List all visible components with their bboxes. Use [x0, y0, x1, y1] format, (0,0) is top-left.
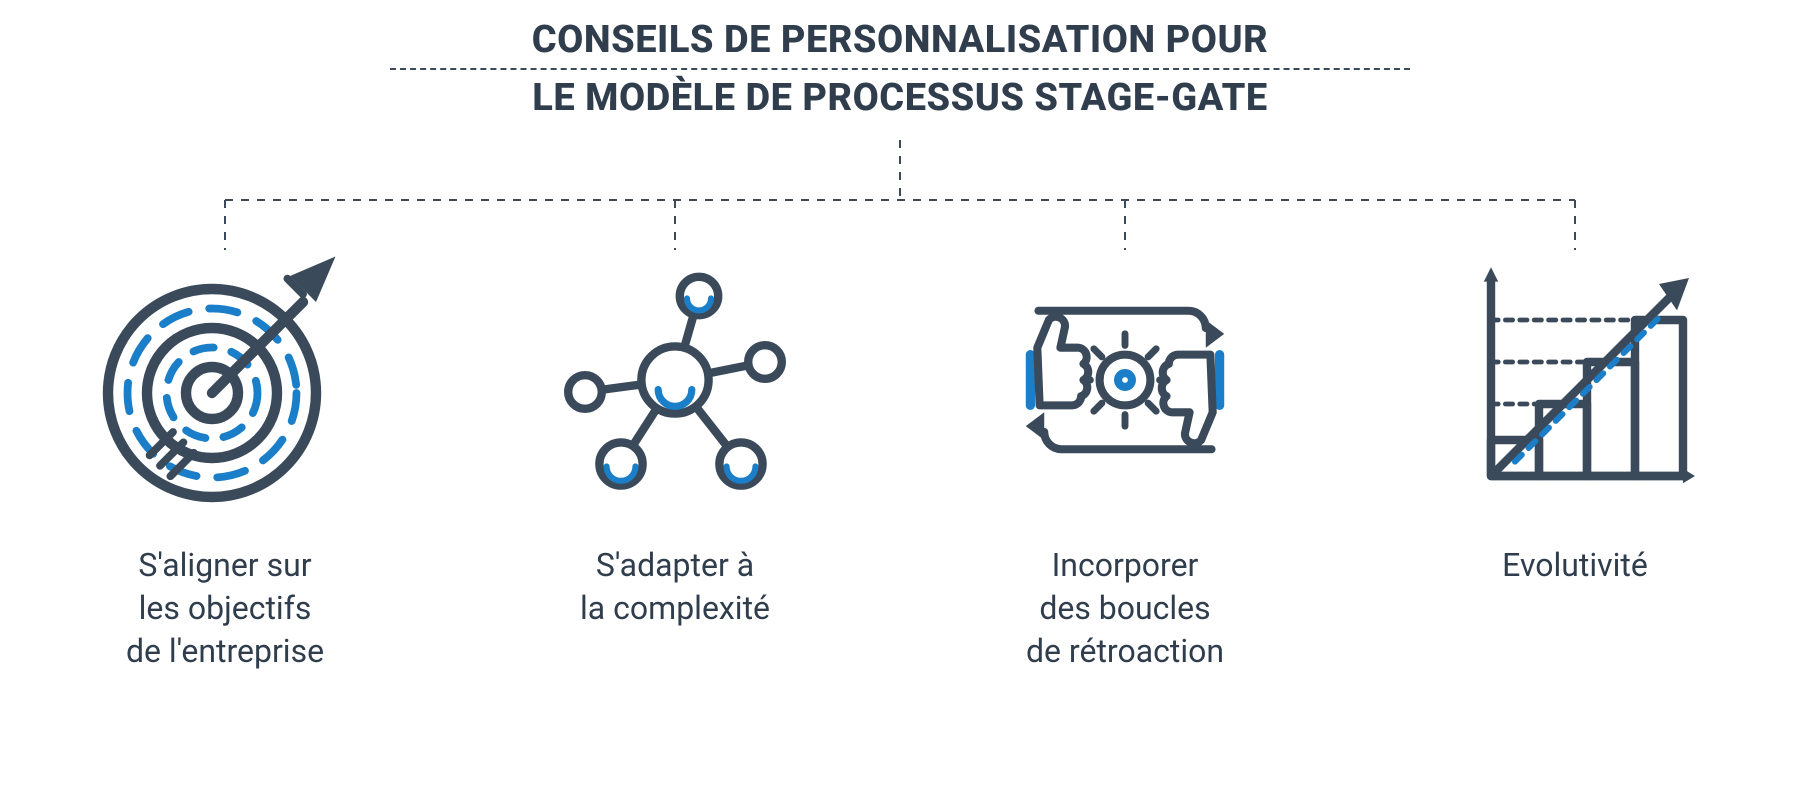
- item-align-goals: S'aligner sur les objectifs de l'entrepr…: [35, 230, 415, 674]
- items-row: S'aligner sur les objectifs de l'entrepr…: [0, 230, 1800, 674]
- item-label: S'aligner sur les objectifs de l'entrepr…: [126, 544, 324, 674]
- item-label: Incorporer des boucles de rétroaction: [1026, 544, 1224, 674]
- title-block: CONSEILS DE PERSONNALISATION POUR LE MOD…: [390, 18, 1410, 120]
- item-feedback-loops: Incorporer des boucles de rétroaction: [935, 230, 1315, 674]
- title-divider: [390, 68, 1410, 70]
- item-scalability: Evolutivité: [1385, 230, 1765, 674]
- item-adapt-complexity: S'adapter à la complexité: [485, 230, 865, 674]
- title-line-2: LE MODÈLE DE PROCESSUS STAGE-GATE: [390, 76, 1410, 120]
- item-label: Evolutivité: [1502, 544, 1648, 587]
- target-icon: [75, 230, 375, 530]
- item-label: S'adapter à la complexité: [580, 544, 770, 630]
- network-icon: [525, 230, 825, 530]
- growth-chart-icon: [1425, 230, 1725, 530]
- feedback-icon: [975, 230, 1275, 530]
- title-line-1: CONSEILS DE PERSONNALISATION POUR: [390, 18, 1410, 62]
